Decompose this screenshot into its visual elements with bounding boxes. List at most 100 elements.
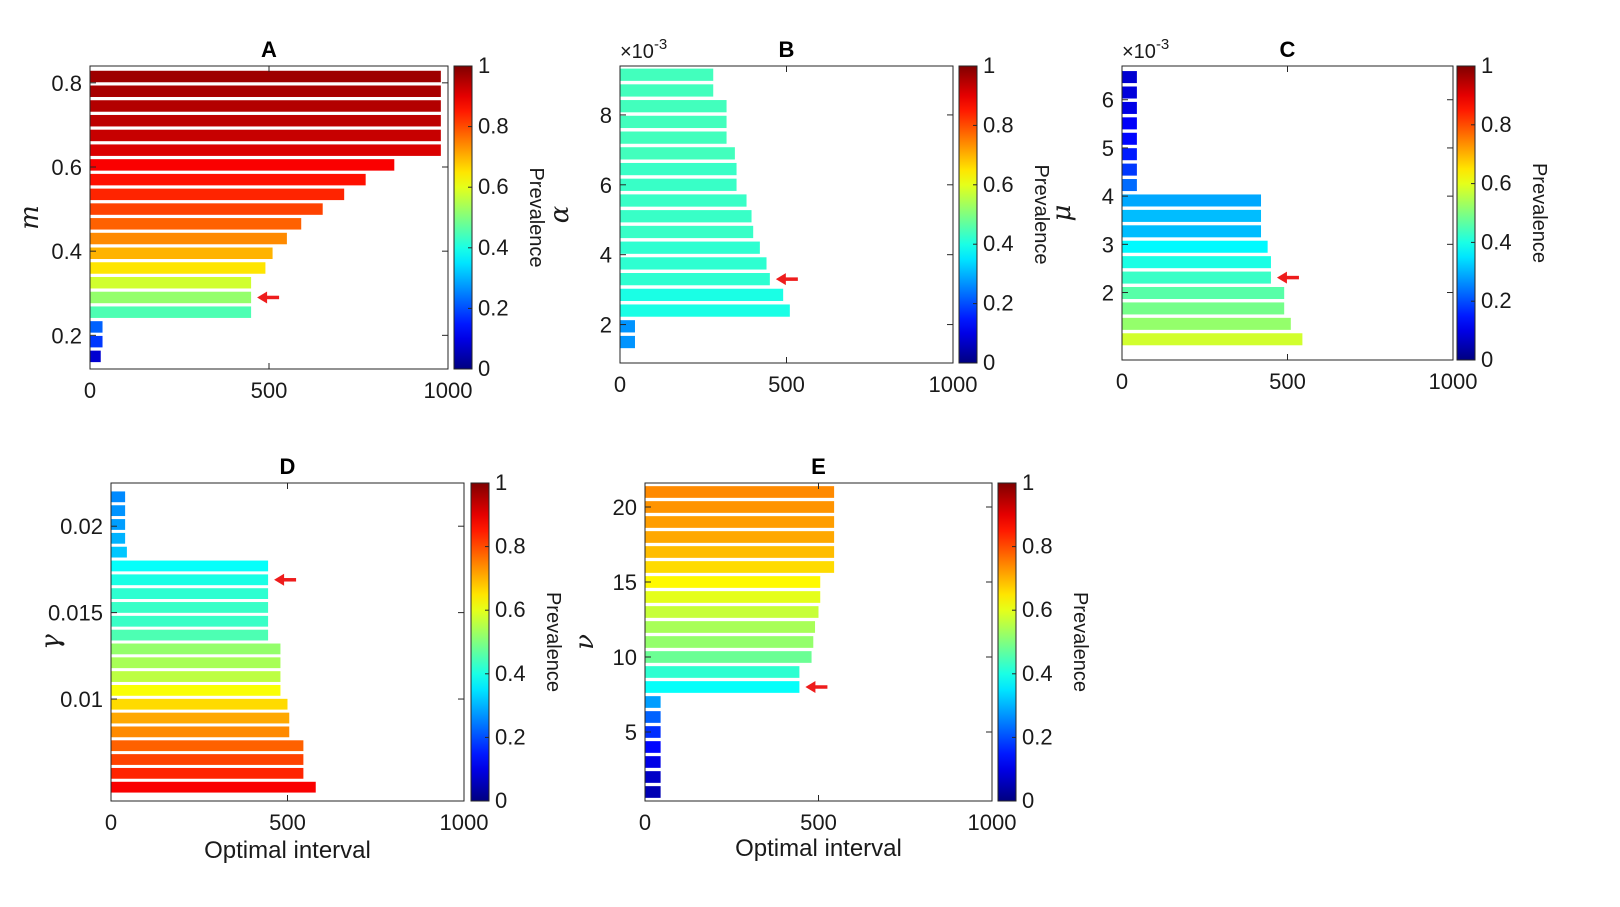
chart-title: B	[779, 37, 795, 62]
bar	[90, 321, 103, 333]
colorbar-tick-label: 0.6	[478, 174, 509, 199]
bar	[111, 602, 269, 613]
bar	[645, 591, 821, 603]
x-tick-label: 1000	[929, 372, 978, 397]
bar	[645, 786, 661, 798]
colorbar-label: Prevalence	[1528, 163, 1550, 263]
colorbar-tick-label: 0.6	[1022, 597, 1053, 622]
chart-title: C	[1280, 37, 1296, 62]
colorbar	[1456, 65, 1476, 361]
bar	[111, 519, 126, 530]
colorbar-tick-label: 0.8	[495, 534, 526, 559]
y-tick-label: 0.4	[51, 239, 82, 264]
bar	[111, 560, 269, 572]
y-tick-label: 0.015	[48, 601, 103, 626]
bar	[111, 657, 281, 669]
colorbar-tick-label: 0.2	[1022, 724, 1053, 749]
bar	[620, 225, 754, 239]
bar	[111, 684, 281, 696]
colorbar-tick-label: 1	[1481, 53, 1493, 78]
bar	[620, 304, 790, 317]
colorbar-tick-label: 1	[478, 53, 490, 78]
bar	[645, 516, 835, 528]
x-tick-label: 0	[614, 372, 626, 397]
bar	[90, 188, 345, 201]
bar	[90, 232, 287, 245]
colorbar-tick-label: 0	[1022, 788, 1034, 813]
colorbar	[997, 482, 1017, 802]
bar	[620, 84, 714, 97]
bar	[645, 546, 835, 558]
colorbar-label: Prevalence	[525, 167, 547, 267]
colorbar-tick-label: 0.6	[495, 597, 526, 622]
bar	[645, 561, 835, 573]
axis-multiplier-exponent: -3	[654, 36, 667, 53]
arrow-marker-head	[274, 573, 285, 586]
bar	[645, 576, 821, 588]
x-tick-label: 500	[251, 378, 288, 403]
bar	[645, 741, 661, 753]
arrow-marker-head	[775, 273, 786, 286]
bar	[111, 754, 304, 765]
chart-panel-c: 0 500 1000 2 3 4 5 6 Cμ ×10-3 0 0.2 0.4 0.6 0.8 1 Preval…	[1047, 36, 1550, 394]
bar	[111, 505, 126, 517]
bar	[90, 218, 302, 230]
colorbar-label: Prevalence	[542, 592, 564, 692]
chart-panel-e: 0 500 1000 5 10 15 20 Eν Optimal interval 0 0.2 0.4…	[570, 454, 1091, 862]
arrow-marker-head	[805, 681, 816, 693]
bar	[90, 350, 101, 363]
colorbar-tick-label: 0.6	[1481, 171, 1512, 196]
colorbar-tick-label: 0.8	[1022, 534, 1053, 559]
bar	[620, 100, 727, 113]
bar	[645, 651, 812, 663]
x-tick-label: 1000	[440, 810, 489, 835]
chart-title: D	[280, 454, 296, 479]
y-tick-label: 8	[600, 103, 612, 128]
x-tick-label: 0	[105, 810, 117, 835]
bar	[111, 546, 127, 558]
chart-title: E	[811, 454, 826, 479]
bar	[1122, 240, 1268, 253]
bar	[620, 210, 752, 223]
colorbar-tick-label: 0	[478, 356, 490, 381]
bar	[645, 621, 816, 633]
bar	[645, 666, 800, 678]
bar	[1122, 179, 1137, 192]
colorbar-tick-label: 0.2	[983, 291, 1014, 316]
x-tick-label: 500	[1269, 369, 1306, 394]
colorbar-tick-label: 0.8	[983, 112, 1014, 137]
y-tick-label: 0.8	[51, 71, 82, 96]
y-axis-label: m	[15, 205, 45, 230]
y-tick-label: 5	[1102, 136, 1114, 161]
bar	[90, 70, 441, 83]
bar	[645, 771, 661, 783]
bar	[645, 636, 814, 648]
bar	[1122, 101, 1137, 114]
bar	[111, 615, 269, 627]
bar	[1122, 302, 1285, 315]
axis-multiplier: ×10-3	[1122, 36, 1169, 63]
x-tick-label: 500	[768, 372, 805, 397]
y-axis-label: γ	[36, 634, 66, 650]
bar	[90, 262, 266, 274]
colorbar-tick-label: 0.8	[1481, 112, 1512, 137]
bar	[620, 178, 737, 191]
y-tick-label: 0.01	[60, 687, 103, 712]
bar	[111, 671, 281, 682]
colorbar-label: Prevalence	[1030, 164, 1052, 264]
chart-title: A	[261, 37, 277, 62]
y-tick-label: 15	[613, 570, 637, 595]
chart-panel-a: 0 500 1000 0.2 0.4 0.6 0.8 Am 0 0.2 0.4 0.6 0.8 1 Prev…	[15, 37, 547, 403]
bar	[620, 194, 747, 207]
x-tick-label: 0	[84, 378, 96, 403]
bar	[1122, 148, 1137, 161]
bar	[90, 159, 395, 171]
x-tick-label: 1000	[424, 378, 473, 403]
bar	[645, 711, 661, 723]
colorbar-tick-label: 0	[1481, 347, 1493, 372]
bar	[111, 643, 281, 655]
bar	[645, 756, 661, 768]
bar	[1122, 333, 1303, 346]
y-tick-label: 5	[625, 720, 637, 745]
